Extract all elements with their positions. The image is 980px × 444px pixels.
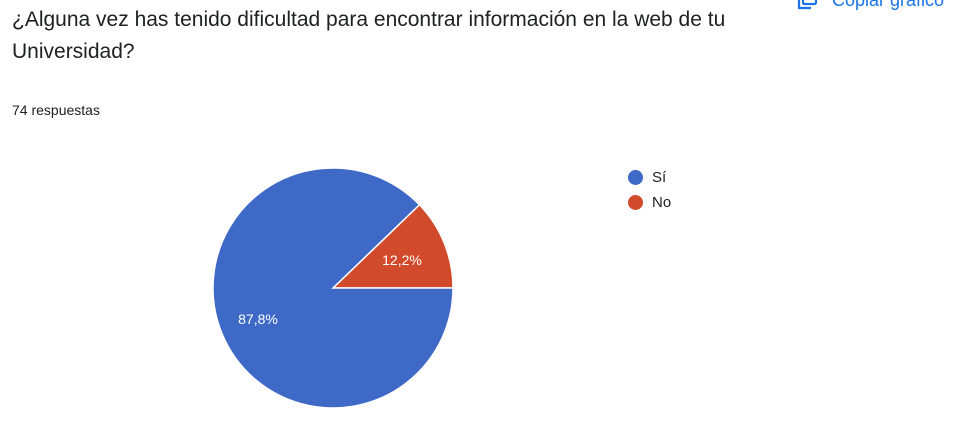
legend-item-no[interactable]: No <box>628 190 671 215</box>
question-title: ¿Alguna vez has tenido dificultad para e… <box>12 8 726 63</box>
copy-chart-button[interactable]: Copiar gráfico <box>796 0 944 12</box>
pie-label-si: 87,8% <box>238 311 278 327</box>
pie-slice-si[interactable] <box>212 167 454 409</box>
pie-slice-no[interactable] <box>331 203 454 289</box>
legend-label-no: No <box>652 194 672 211</box>
legend-item-si[interactable]: Sí <box>628 165 671 190</box>
copy-chart-label: Copiar gráfico <box>832 0 944 11</box>
pie-label-no: 12,2% <box>382 252 422 268</box>
response-count: 74 respuestas <box>12 102 100 118</box>
legend-label-si: Sí <box>652 169 667 186</box>
copy-icon <box>796 0 818 11</box>
legend-swatch-si <box>628 170 643 185</box>
chart-legend: Sí No <box>628 165 671 215</box>
legend-swatch-no <box>628 195 643 210</box>
